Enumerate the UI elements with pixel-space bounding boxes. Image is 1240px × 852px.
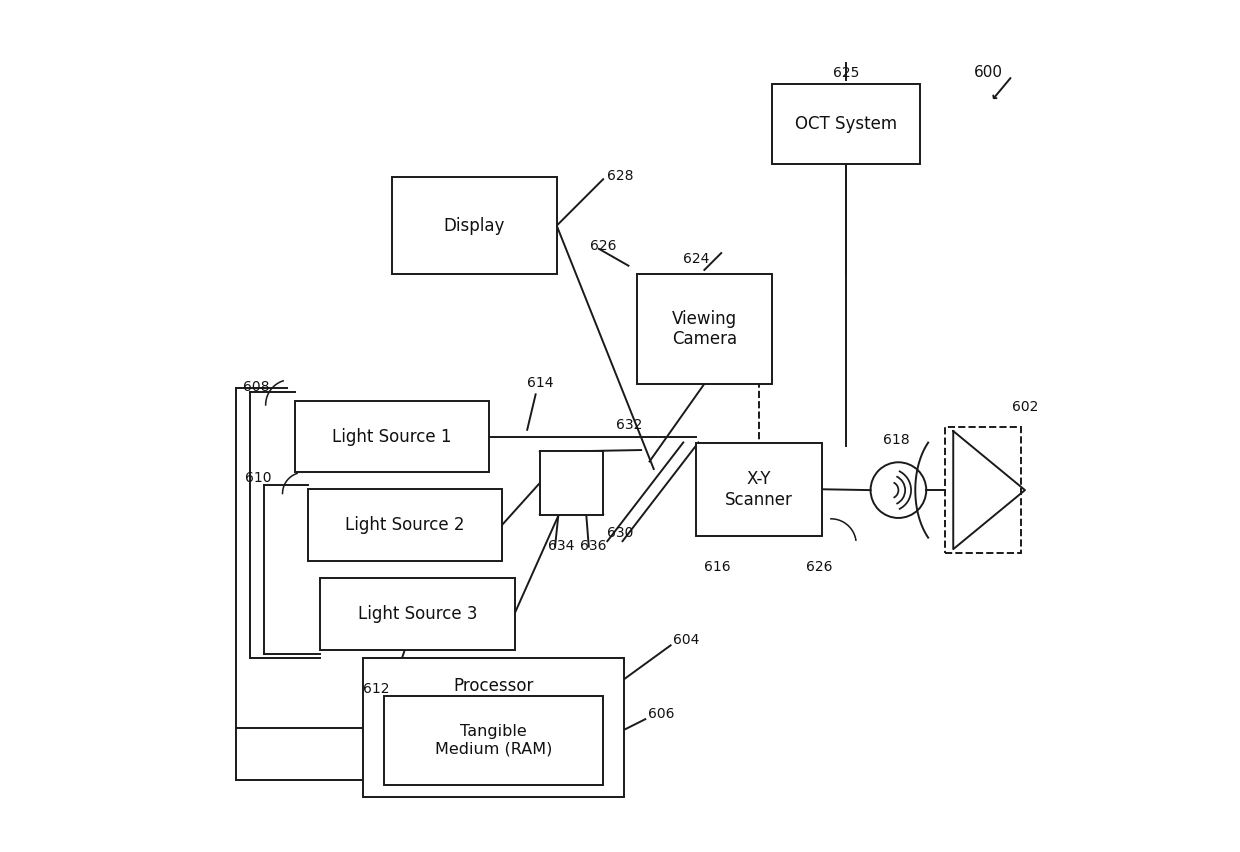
Text: 626: 626 <box>806 560 832 573</box>
FancyBboxPatch shape <box>637 274 771 383</box>
Text: Light Source 2: Light Source 2 <box>345 516 465 534</box>
FancyBboxPatch shape <box>320 578 515 649</box>
Text: 632: 632 <box>616 418 642 432</box>
FancyBboxPatch shape <box>696 443 822 536</box>
Text: 614: 614 <box>527 376 554 390</box>
Text: 626: 626 <box>590 239 618 253</box>
Text: OCT System: OCT System <box>795 115 897 134</box>
Text: 604: 604 <box>673 633 699 647</box>
Text: 624: 624 <box>683 251 709 266</box>
Text: 612: 612 <box>362 682 389 696</box>
Text: Viewing
Camera: Viewing Camera <box>672 309 737 348</box>
Text: 606: 606 <box>647 707 675 721</box>
FancyBboxPatch shape <box>539 452 603 515</box>
FancyBboxPatch shape <box>295 400 490 472</box>
Text: Processor: Processor <box>454 676 533 694</box>
Text: Light Source 1: Light Source 1 <box>332 428 451 446</box>
Text: 625: 625 <box>833 66 859 80</box>
Text: 602: 602 <box>1012 400 1039 414</box>
Text: 608: 608 <box>243 380 269 394</box>
FancyBboxPatch shape <box>362 658 624 797</box>
FancyBboxPatch shape <box>308 489 502 561</box>
Text: 636: 636 <box>580 538 606 553</box>
Text: 600: 600 <box>975 65 1003 80</box>
Text: X-Y
Scanner: X-Y Scanner <box>725 469 794 509</box>
Text: 630: 630 <box>608 526 634 540</box>
Text: 618: 618 <box>883 433 910 447</box>
FancyBboxPatch shape <box>771 84 920 164</box>
Text: 616: 616 <box>704 560 732 573</box>
Text: Tangible
Medium (RAM): Tangible Medium (RAM) <box>435 724 552 757</box>
Text: Light Source 3: Light Source 3 <box>358 605 477 623</box>
Text: 634: 634 <box>548 538 574 553</box>
FancyBboxPatch shape <box>392 177 557 274</box>
FancyBboxPatch shape <box>383 696 603 785</box>
Text: 610: 610 <box>244 471 272 485</box>
Text: Display: Display <box>444 216 505 234</box>
Text: 628: 628 <box>608 170 634 183</box>
